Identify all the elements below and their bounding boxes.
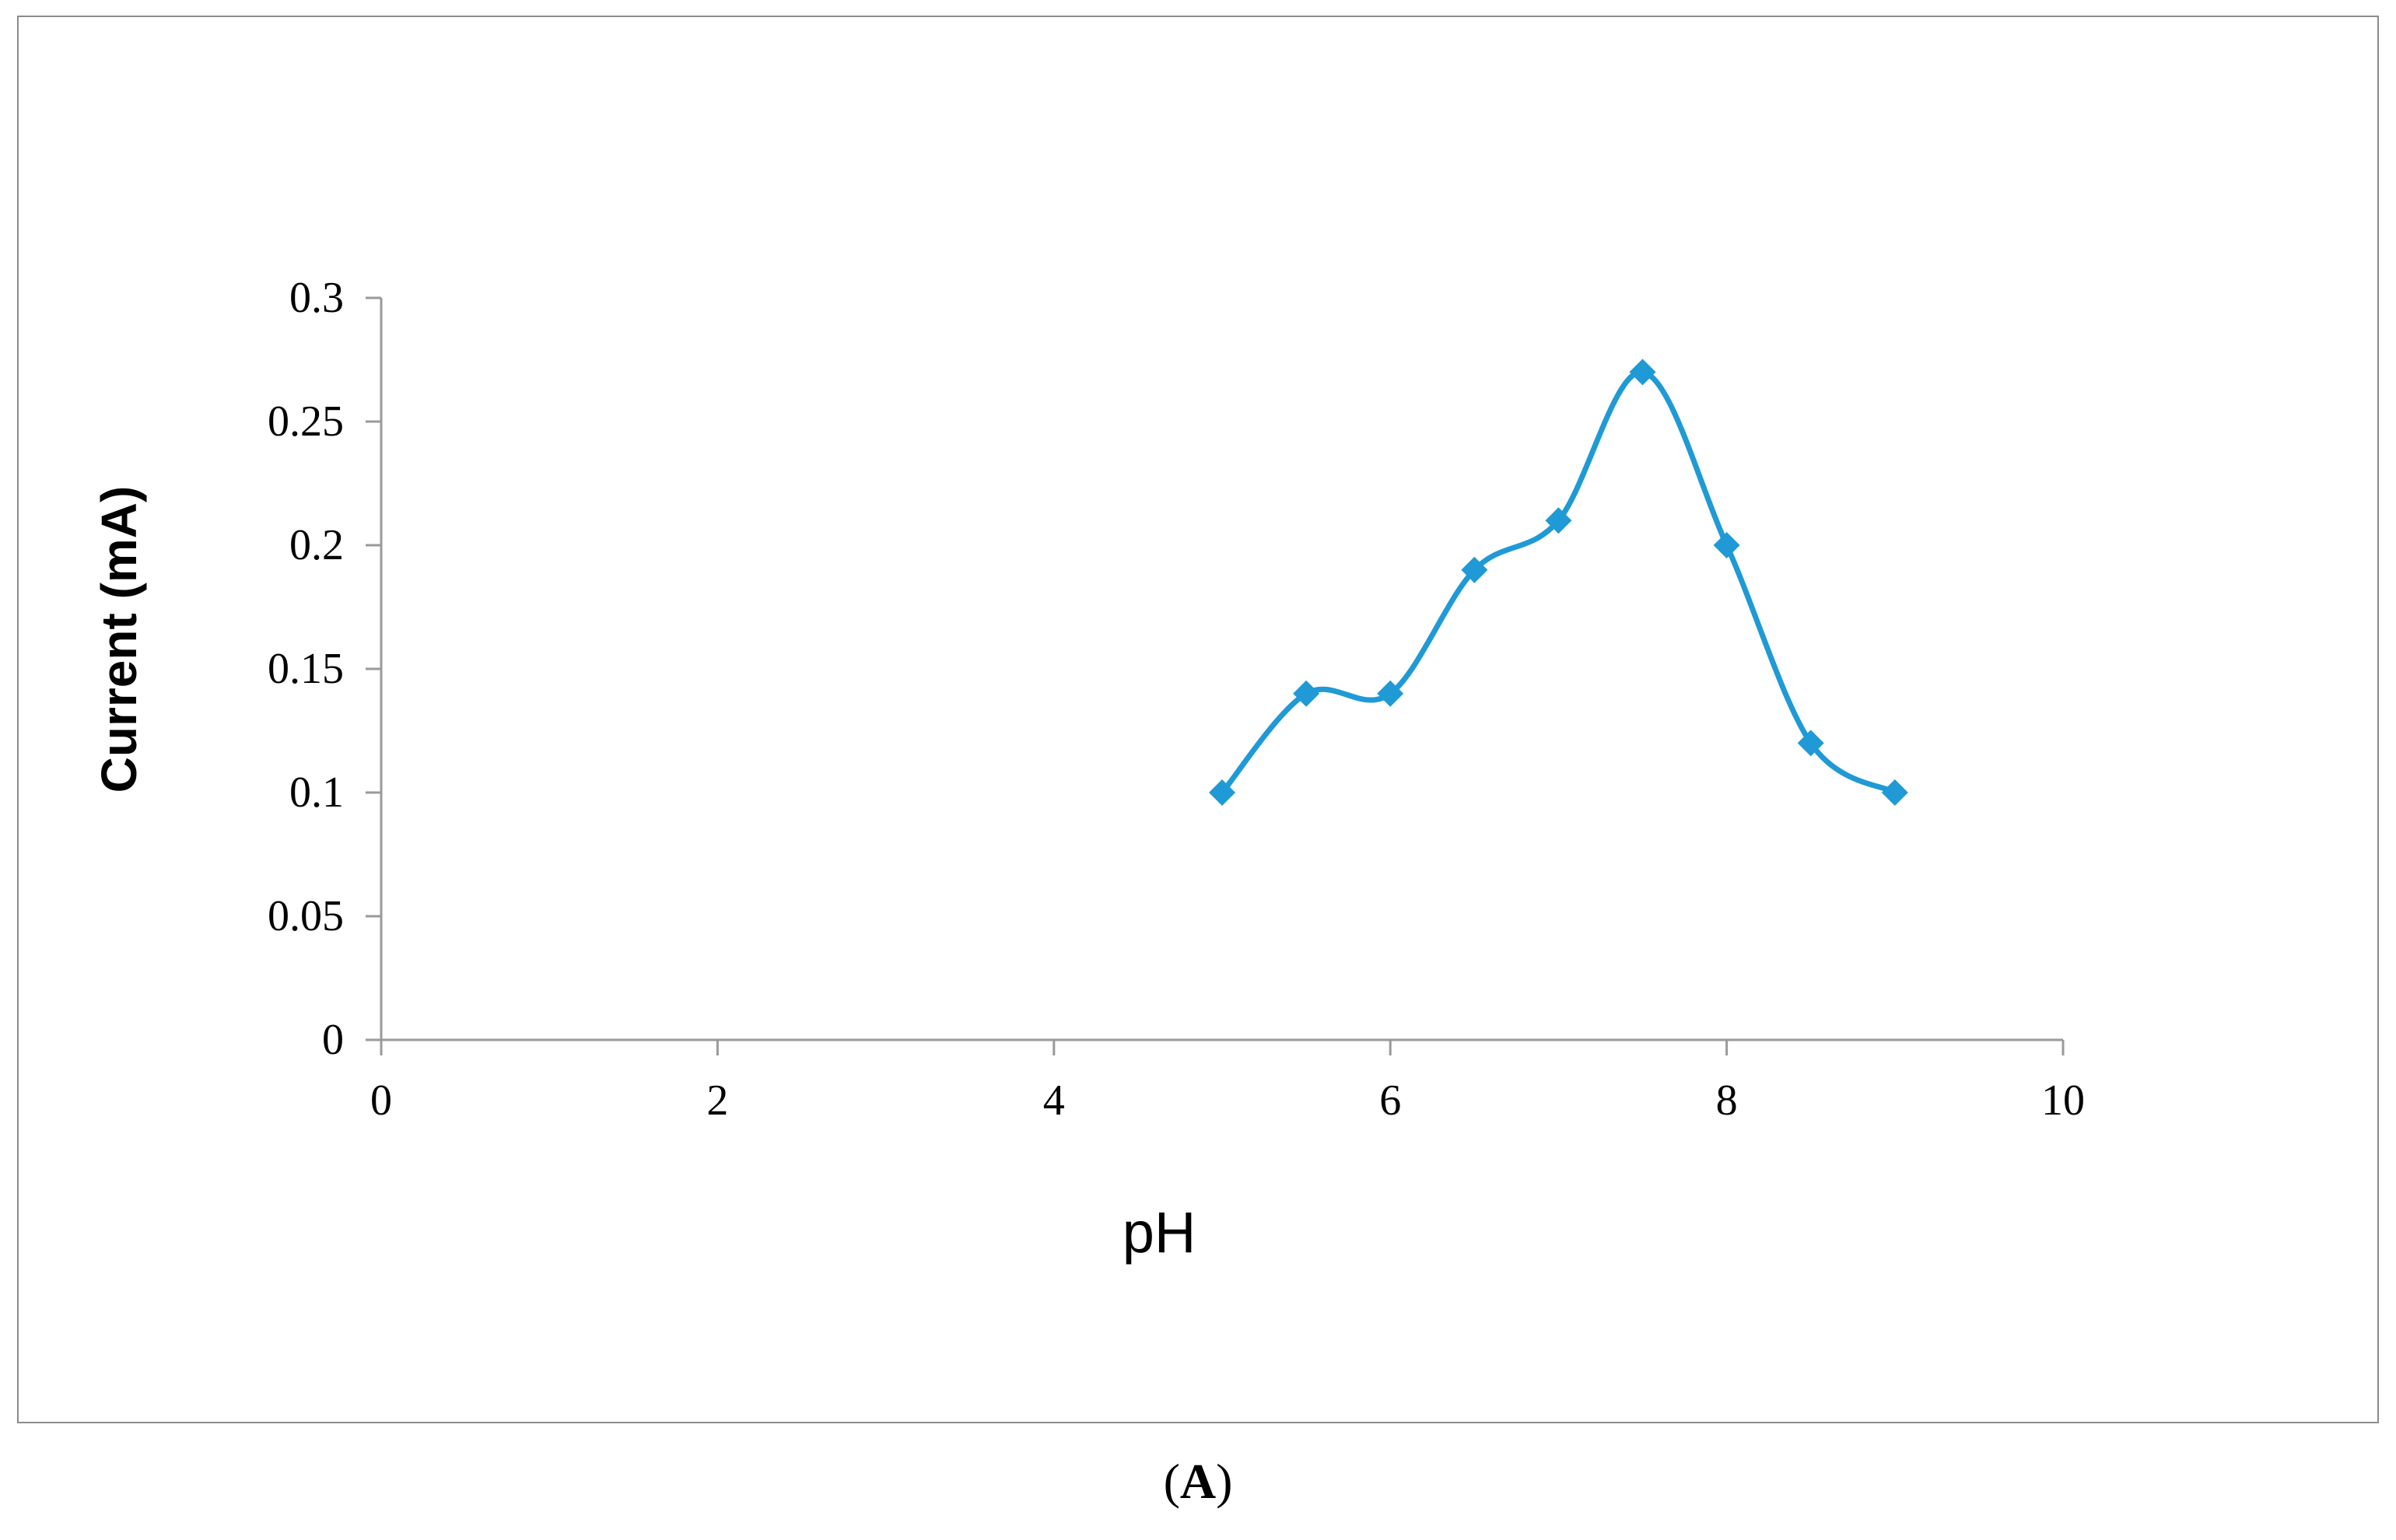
x-tick-label: 0 <box>370 1076 392 1125</box>
x-axis-title: pH <box>1123 1200 1196 1265</box>
data-point-marker <box>1461 556 1488 583</box>
panel-label-letter: A <box>1179 1454 1217 1509</box>
data-point-marker <box>1545 507 1572 534</box>
y-tick-label: 0.25 <box>268 397 344 446</box>
series-layer <box>1209 359 1908 806</box>
x-tick-label: 8 <box>1716 1076 1738 1125</box>
panel-label: (A) <box>0 1453 2396 1510</box>
panel-label-close: ) <box>1216 1454 1233 1509</box>
y-tick-label: 0.15 <box>268 645 344 693</box>
y-tick-label: 0.05 <box>268 892 344 940</box>
data-point-marker <box>1209 779 1235 806</box>
data-point-marker <box>1629 359 1656 386</box>
y-tick-label: 0.1 <box>289 768 344 817</box>
x-tick-label: 4 <box>1043 1076 1065 1125</box>
y-axis-title: Current (mA) <box>91 486 147 793</box>
data-point-marker <box>1377 680 1404 707</box>
data-point-marker <box>1881 779 1908 806</box>
axes: 0 0.05 0.1 0.15 0.2 0.25 0.3 0 2 4 6 8 10 <box>268 274 2085 1125</box>
x-tick-label: 10 <box>2041 1076 2085 1125</box>
series-line <box>1220 369 1897 796</box>
y-tick-label: 0.3 <box>289 274 344 322</box>
data-point-marker <box>1797 730 1824 757</box>
data-point-marker <box>1713 532 1740 558</box>
y-tick-label: 0 <box>322 1016 344 1064</box>
chart-frame <box>17 16 2379 1423</box>
x-tick-label: 6 <box>1379 1076 1401 1125</box>
panel-label-open: ( <box>1163 1454 1180 1509</box>
y-tick-label: 0.2 <box>289 521 344 569</box>
x-tick-label: 2 <box>706 1076 728 1125</box>
data-point-marker <box>1293 680 1320 707</box>
